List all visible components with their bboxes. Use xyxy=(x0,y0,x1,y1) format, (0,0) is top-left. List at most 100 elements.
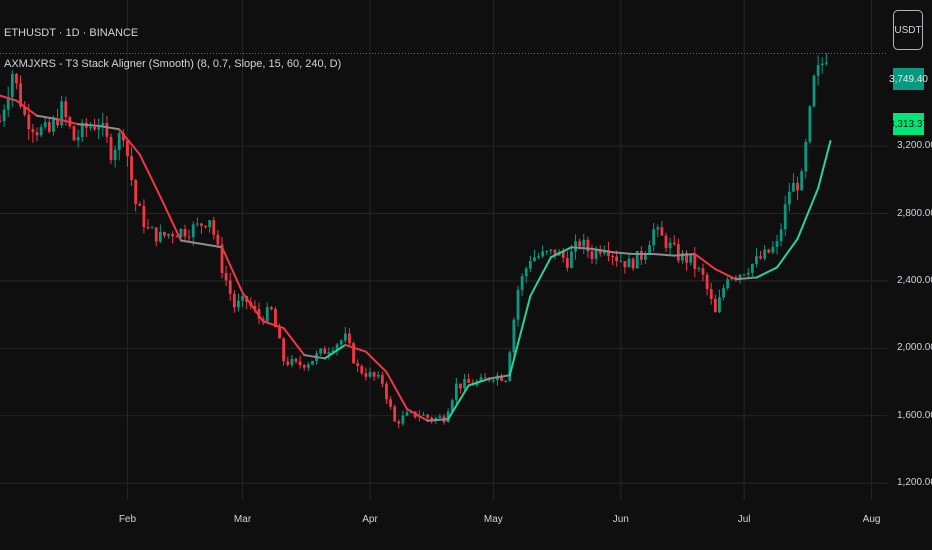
t3-segment xyxy=(56,118,80,126)
candle-body xyxy=(389,399,392,407)
indicator-legend[interactable]: AXMJXRS - T3 Stack Aligner (Smooth) (8, … xyxy=(4,58,342,70)
t3-segment xyxy=(385,370,408,410)
candle-body xyxy=(290,358,294,365)
candle-body xyxy=(664,235,668,248)
candle-body xyxy=(335,344,339,351)
candle xyxy=(47,118,51,134)
candle xyxy=(138,201,142,207)
candle-body xyxy=(117,133,121,150)
candle-body xyxy=(713,298,717,313)
candle xyxy=(167,233,170,239)
candle-body xyxy=(306,364,310,368)
candle-body xyxy=(339,340,343,345)
candle xyxy=(109,133,113,164)
candle-body xyxy=(360,366,364,374)
candle xyxy=(808,105,812,145)
candle-body xyxy=(467,379,471,383)
t3-segment xyxy=(755,266,778,279)
candle-body xyxy=(0,120,2,122)
candle xyxy=(232,290,236,313)
candle xyxy=(15,72,18,90)
candle xyxy=(763,244,767,261)
candle-body xyxy=(52,119,55,132)
candle-body xyxy=(759,256,762,259)
candle-body xyxy=(204,225,207,228)
candle xyxy=(311,360,314,366)
candle-body xyxy=(483,377,487,379)
candle-body xyxy=(742,274,746,276)
candle xyxy=(816,55,820,86)
candle xyxy=(352,341,355,365)
candle-body xyxy=(738,274,742,278)
candle-body xyxy=(385,383,388,400)
candle xyxy=(237,293,240,312)
candle-body xyxy=(265,307,269,322)
candle xyxy=(631,257,635,271)
t3-segment xyxy=(570,246,593,250)
candle-body xyxy=(553,249,557,256)
candle-body xyxy=(142,205,146,227)
candle xyxy=(405,409,409,417)
candle-body xyxy=(771,246,775,253)
candle xyxy=(195,217,199,227)
candle-body xyxy=(775,241,779,247)
candle xyxy=(286,356,290,367)
candle xyxy=(356,359,360,373)
candle xyxy=(72,125,76,141)
t3-segment xyxy=(241,291,265,323)
currency-button[interactable]: USDT xyxy=(893,10,923,50)
candle xyxy=(323,346,327,355)
candle xyxy=(705,272,709,296)
candle xyxy=(302,363,306,371)
candle-body xyxy=(134,180,138,204)
candle xyxy=(422,411,425,416)
t3-segment xyxy=(364,350,388,373)
candle xyxy=(459,383,462,394)
t3-segment xyxy=(447,384,470,421)
candle xyxy=(512,317,516,359)
t3-segment xyxy=(714,268,737,281)
candle-body xyxy=(652,229,656,246)
candle xyxy=(80,119,84,142)
t3-segment xyxy=(549,246,573,259)
candle xyxy=(467,373,471,384)
candle xyxy=(463,373,466,393)
candle-body xyxy=(126,140,129,157)
candle xyxy=(204,225,207,229)
t3-segment xyxy=(426,418,450,422)
candle xyxy=(117,130,121,161)
candle-body xyxy=(31,129,35,133)
candle-body xyxy=(158,231,162,242)
candle-body xyxy=(746,272,750,275)
candle xyxy=(656,224,660,238)
candle-body xyxy=(697,268,701,270)
candle xyxy=(676,238,680,264)
candle xyxy=(516,285,520,327)
candle-body xyxy=(195,223,199,225)
candle xyxy=(689,253,693,266)
candle-body xyxy=(422,414,425,416)
candle xyxy=(183,224,187,241)
candle xyxy=(565,251,569,272)
y-tick-label: 1,600.00 xyxy=(897,409,932,421)
candle xyxy=(187,229,191,242)
candle xyxy=(504,379,508,383)
candle xyxy=(812,74,816,108)
candle-body xyxy=(800,171,804,191)
candle-body xyxy=(167,233,170,236)
candle xyxy=(146,219,150,230)
candle xyxy=(368,367,372,379)
x-tick-label: Jun xyxy=(612,514,629,525)
candle xyxy=(767,248,771,254)
candle-body xyxy=(352,343,355,364)
candle xyxy=(491,378,495,384)
x-tick-label: Feb xyxy=(118,514,137,525)
t3-segment xyxy=(36,114,59,121)
candle-body xyxy=(228,280,232,294)
candlestick-series xyxy=(0,53,828,429)
candle xyxy=(364,367,368,381)
candle xyxy=(537,252,540,260)
y-tick-label: 1,200.00 xyxy=(897,477,932,489)
candle-body xyxy=(163,231,166,236)
